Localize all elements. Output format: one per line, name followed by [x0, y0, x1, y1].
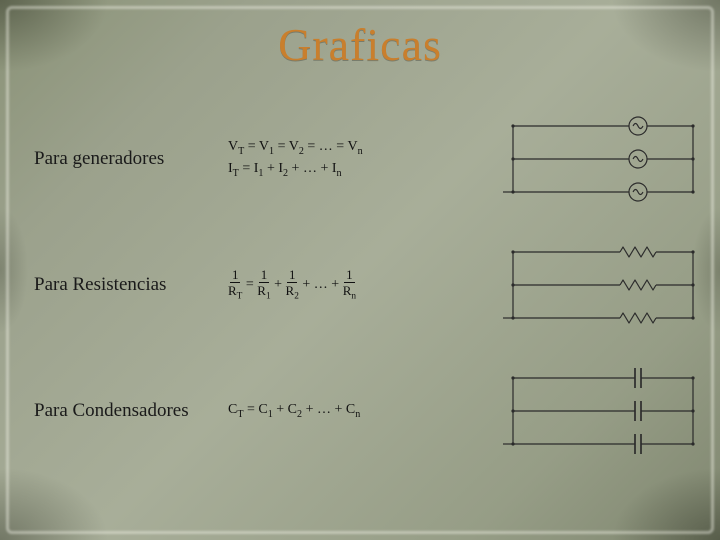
row-generators: Para generadores VT = V1 = V2 = … = Vn I…	[28, 99, 692, 219]
label-capacitors: Para Condensadores	[28, 400, 218, 422]
row-capacitors: Para Condensadores CT = C1 + C2 + … + Cn	[28, 351, 692, 471]
circuit-resistors	[498, 230, 708, 340]
diagram-resistors	[498, 230, 708, 340]
diagram-generators	[498, 104, 708, 214]
formula-resistors: 1RT = 1R1 + 1R2 + … + 1Rn	[228, 268, 488, 302]
circuit-generators	[498, 104, 708, 214]
formula-generators: VT = V1 = V2 = … = Vn IT = I1 + I2 + … +…	[228, 137, 488, 182]
formula-capacitors: CT = C1 + C2 + … + Cn	[228, 400, 488, 422]
diagram-capacitors	[498, 356, 708, 466]
circuit-capacitors	[498, 356, 708, 466]
row-resistors: Para Resistencias 1RT = 1R1 + 1R2 + … + …	[28, 225, 692, 345]
label-resistors: Para Resistencias	[28, 274, 218, 296]
page-title: Graficas	[28, 18, 692, 71]
label-generators: Para generadores	[28, 148, 218, 170]
